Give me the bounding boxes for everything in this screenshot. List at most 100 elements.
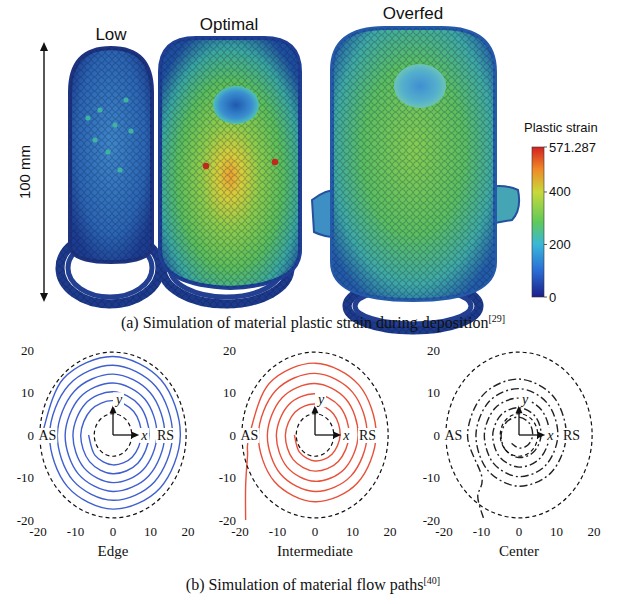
caption: (a) Simulation of material plastic strai…	[121, 313, 505, 332]
axis-name: x	[342, 428, 350, 443]
y-tick-label: 0	[230, 428, 237, 443]
deposit-texture	[70, 48, 152, 262]
axis-arrow	[113, 434, 133, 435]
flow-path	[42, 356, 181, 509]
y-tick-label: 10	[21, 385, 34, 400]
label-patch	[443, 428, 463, 443]
arrow-head	[131, 432, 139, 439]
side-label: AS	[444, 428, 462, 443]
scale-label: 100 mm	[16, 145, 33, 199]
label-patch	[139, 428, 149, 443]
plot-title: Center	[499, 543, 539, 559]
label-patch	[519, 392, 530, 407]
flow-path	[245, 363, 376, 520]
plot-area	[40, 352, 186, 518]
x-tick-label: 20	[182, 524, 195, 539]
x-tick-label: 0	[312, 524, 319, 539]
condition-label: Optimal	[200, 15, 259, 34]
label-patch	[113, 392, 124, 407]
label-patch	[156, 428, 175, 443]
y-tick-label: -10	[423, 470, 440, 485]
figure: Low Optimal Overfed 100 mm Plastic strain 0 20…	[0, 0, 627, 604]
colorbar-tick	[544, 191, 547, 192]
particle-speckle	[105, 149, 110, 154]
colorbar-tick	[544, 147, 547, 148]
deposit-body	[332, 28, 495, 300]
arrow-head	[40, 293, 48, 302]
axis-name: y	[316, 392, 325, 407]
x-tick-label: 20	[588, 524, 601, 539]
particle-speckle	[85, 115, 90, 120]
axis-arrow	[519, 434, 539, 435]
x-tick-label: -10	[67, 524, 84, 539]
panel-a: Low Optimal Overfed 100 mm Plastic strain 0 20…	[16, 4, 598, 330]
side-label: RS	[157, 428, 174, 443]
y-tick-label: 20	[223, 343, 236, 358]
plot-area	[446, 352, 592, 518]
x-tick-label: -10	[269, 524, 286, 539]
particle-speckle	[117, 167, 122, 172]
x-tick-label: 0	[516, 524, 523, 539]
caption: (b) Simulation of material flow paths[40…	[186, 575, 440, 594]
x-tick-label: 20	[384, 524, 397, 539]
plot-area	[242, 352, 388, 520]
particle-speckle	[112, 122, 117, 127]
y-tick-label: -10	[17, 470, 34, 485]
flow-plot: xyASRS-20-1001020-20-1001020Center	[423, 343, 601, 560]
y-tick-label: -20	[17, 513, 34, 528]
colorbar-tick	[544, 244, 547, 245]
colorbar-tick-label: 400	[549, 184, 571, 199]
plot-title: Edge	[98, 543, 129, 559]
caption-ref: [40]	[424, 575, 441, 586]
y-tick-label: 20	[427, 343, 440, 358]
flow-plot: xyASRS-20-1001020-20-1001020Edge	[17, 343, 195, 560]
axis-name: x	[546, 428, 554, 443]
plot-title: Intermediate	[277, 543, 353, 559]
tool-circle	[446, 352, 592, 518]
axis-name: x	[140, 428, 148, 443]
tool-circle	[242, 352, 388, 518]
tool-circle	[40, 352, 186, 518]
particle-speckle	[272, 159, 278, 165]
y-tick-label: 10	[223, 385, 236, 400]
arrow-head	[333, 432, 341, 439]
deposit-body	[70, 48, 152, 262]
x-tick-label: -10	[473, 524, 490, 539]
particle-speckle	[123, 97, 128, 102]
side-label: AS	[240, 428, 258, 443]
flow-plot: xyASRS-20-1001020-20-1001020Intermediate	[219, 343, 397, 560]
y-tick-label: -20	[219, 513, 236, 528]
colorbar-title: Plastic strain	[524, 120, 598, 135]
caption-text: (b) Simulation of material flow paths	[186, 576, 424, 594]
colorbar-tick-label: 0	[549, 290, 556, 305]
colorbar-tick-label: 200	[549, 237, 571, 252]
x-tick-label: 10	[144, 524, 157, 539]
axis-name: y	[520, 392, 529, 407]
x-tick-label: 10	[550, 524, 563, 539]
label-patch	[562, 428, 581, 443]
side-label: RS	[563, 428, 580, 443]
axis-name: y	[114, 392, 123, 407]
side-label: AS	[38, 428, 56, 443]
axis-arrow	[518, 411, 519, 435]
y-tick-label: 10	[427, 385, 440, 400]
axis-arrow	[315, 434, 335, 435]
deposit-texture	[332, 28, 495, 300]
colorbar	[532, 147, 544, 297]
label-patch	[37, 428, 57, 443]
label-patch	[239, 428, 259, 443]
y-tick-label: -20	[423, 513, 440, 528]
colorbar-tick-label: 571.287	[549, 140, 596, 155]
low-strain-core	[213, 86, 259, 124]
flow-path	[468, 379, 567, 518]
side-label: RS	[359, 428, 376, 443]
y-tick-label: -10	[219, 470, 236, 485]
scale-arrow	[43, 48, 44, 296]
condition-label: Overfed	[383, 4, 443, 23]
arrow-head	[40, 42, 48, 51]
caption-text: (a) Simulation of material plastic strai…	[121, 314, 488, 332]
label-patch	[358, 428, 377, 443]
deposit-body	[160, 38, 300, 288]
axis-arrow	[314, 411, 315, 435]
condition-label: Low	[95, 25, 127, 44]
